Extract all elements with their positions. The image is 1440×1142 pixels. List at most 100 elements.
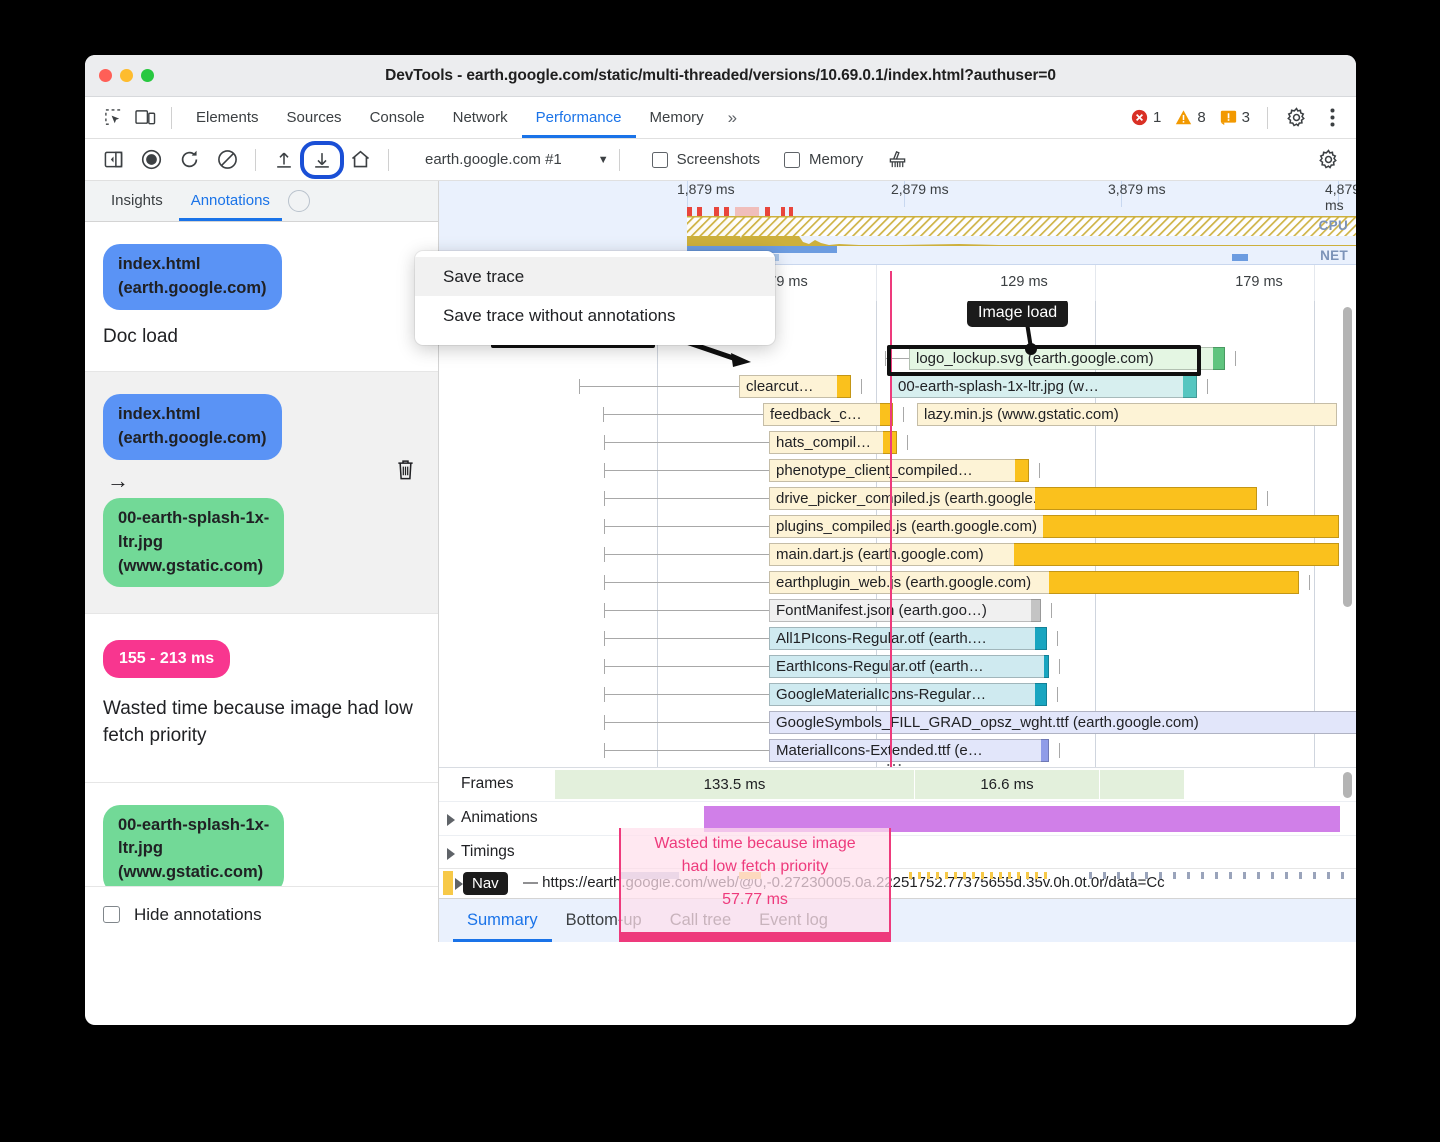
save-trace-menu[interactable]: Save trace Save trace without annotation… xyxy=(415,251,775,345)
network-request-bar[interactable]: MaterialIcons-Extended.ttf (e… xyxy=(769,739,1049,762)
tab-call-tree[interactable]: Call tree xyxy=(669,911,732,929)
hide-annotations-checkbox[interactable]: Hide annotations xyxy=(85,886,438,942)
annotation-item[interactable]: 155 - 213 ms Wasted time because image h… xyxy=(85,614,438,783)
tab-event-log[interactable]: Event log xyxy=(759,911,828,929)
request-wait-tick xyxy=(604,547,605,562)
track-row-timings[interactable]: Timings xyxy=(439,836,1356,870)
frame-segment[interactable]: 133.5 ms xyxy=(555,770,915,799)
network-request-bar[interactable]: logo_lockup.svg (earth.google.com) xyxy=(909,347,1225,370)
network-request-row[interactable]: feedback_c… xyxy=(439,403,1356,426)
network-request-bar[interactable]: phenotype_client_compiled… xyxy=(769,459,1029,482)
clear-button[interactable] xyxy=(209,145,245,175)
settings-gear-icon[interactable] xyxy=(1280,104,1312,132)
track-row-frames[interactable]: Frames 133.5 ms 16.6 ms xyxy=(439,768,1356,802)
annotation-entry-chip[interactable]: 00-earth-splash-1x- ltr.jpg (www.gstatic… xyxy=(103,804,285,886)
frame-segment[interactable]: 16.6 ms xyxy=(915,770,1100,799)
toggle-sidebar-icon[interactable] xyxy=(95,145,131,175)
error-counter[interactable]: 1 xyxy=(1126,109,1166,126)
tab-summary[interactable]: Summary xyxy=(453,899,552,942)
network-request-row[interactable]: logo_lockup.svg (earth.google.com) xyxy=(439,347,1356,370)
tab-insights[interactable]: Insights xyxy=(111,192,163,209)
close-window-button[interactable] xyxy=(99,69,112,82)
collect-garbage-icon[interactable] xyxy=(879,145,915,175)
network-request-bar[interactable]: GoogleMaterialIcons-Regular… xyxy=(769,683,1047,706)
annotation-item[interactable]: index.html (earth.google.com) → 00-earth… xyxy=(85,371,438,615)
annotation-item[interactable]: 00-earth-splash-1x- ltr.jpg (www.gstatic… xyxy=(85,783,438,886)
nav-chip[interactable]: Nav xyxy=(463,872,508,895)
annotation-entry-chip-2[interactable]: 00-earth-splash-1x- ltr.jpg (www.gstatic… xyxy=(103,497,285,588)
tab-performance[interactable]: Performance xyxy=(522,97,636,138)
network-request-bar[interactable]: EarthIcons-Regular.otf (earth… xyxy=(769,655,1049,678)
expand-triangle-icon[interactable] xyxy=(447,814,455,826)
network-flame-chart[interactable]: Network index.ht…logo_lockup.svg (earth.… xyxy=(439,301,1356,767)
memory-checkbox[interactable]: Memory xyxy=(784,151,863,168)
animation-bar[interactable] xyxy=(704,806,1340,832)
maximize-window-button[interactable] xyxy=(141,69,154,82)
annotation-entry-chip[interactable]: index.html (earth.google.com) xyxy=(103,244,282,310)
issue-counter[interactable]: 3 xyxy=(1215,109,1255,126)
tab-memory[interactable]: Memory xyxy=(649,109,704,126)
trace-selector[interactable]: earth.google.com #1 ▼ xyxy=(425,151,609,168)
screenshots-checkbox[interactable]: Screenshots xyxy=(651,151,760,168)
expand-triangle-icon[interactable] xyxy=(447,848,455,860)
request-wait-line xyxy=(604,470,769,471)
network-request-row[interactable]: FontManifest.json (earth.goo…) xyxy=(439,599,1356,622)
tab-network[interactable]: Network xyxy=(452,109,508,126)
network-request-row[interactable]: hats_compil… xyxy=(439,431,1356,454)
annotation-label-image-load[interactable]: Image load xyxy=(967,301,1069,327)
capture-settings-gear-icon[interactable] xyxy=(1310,145,1346,175)
navigation-track[interactable]: Nav — https://earth.google.com/web/@0,-0… xyxy=(439,868,1356,898)
network-request-bar[interactable]: hats_compil… xyxy=(769,431,897,454)
annotation-item[interactable]: index.html (earth.google.com) Doc load xyxy=(85,222,438,372)
more-options-icon[interactable] xyxy=(1316,104,1348,132)
save-trace-icon[interactable] xyxy=(300,140,344,179)
frame-segment[interactable] xyxy=(1100,770,1185,799)
network-request-row[interactable]: clearcut… xyxy=(439,375,1356,398)
network-request-row[interactable]: earthplugin_web.js (earth.google.com) xyxy=(439,571,1356,594)
network-request-bar[interactable]: FontManifest.json (earth.goo…) xyxy=(769,599,1041,622)
network-request-bar[interactable]: All1PIcons-Regular.otf (earth.… xyxy=(769,627,1047,650)
more-tabs-icon[interactable]: » xyxy=(727,107,738,127)
tab-console[interactable]: Console xyxy=(369,109,425,126)
track-row-animations[interactable]: Animations xyxy=(439,802,1356,836)
network-request-row[interactable]: GoogleSymbols_FILL_GRAD_opsz_wght.ttf (e… xyxy=(439,711,1356,734)
device-toolbar-icon[interactable] xyxy=(129,104,161,132)
tab-bottom-up[interactable]: Bottom-up xyxy=(565,911,642,929)
network-request-row[interactable]: GoogleMaterialIcons-Regular… xyxy=(439,683,1356,706)
network-request-row[interactable]: phenotype_client_compiled… xyxy=(439,459,1356,482)
timeline-overview-minimap[interactable]: 1,879 ms 2,879 ms 3,879 ms 4,879 ms 5,8 xyxy=(439,181,1356,265)
annotation-time-range-chip[interactable]: 155 - 213 ms xyxy=(103,640,231,678)
menu-item-save-trace-without-annotations[interactable]: Save trace without annotations xyxy=(443,306,676,325)
network-request-row[interactable]: lazy.min.js (www.gstatic.com) xyxy=(439,403,1356,426)
menu-item-save-trace[interactable]: Save trace xyxy=(415,257,775,296)
network-request-row[interactable]: 00-earth-splash-1x-ltr.jpg (w… xyxy=(439,375,1356,398)
annotation-highlight-box-image[interactable] xyxy=(887,345,1201,376)
network-request-bar[interactable]: lazy.min.js (www.gstatic.com) xyxy=(917,403,1337,426)
network-request-bar[interactable]: GoogleSymbols_FILL_GRAD_opsz_wght.ttf (e… xyxy=(769,711,1356,734)
inspect-element-icon[interactable] xyxy=(97,104,129,132)
network-request-row[interactable]: drive_picker_compiled.js (earth.google.c… xyxy=(439,487,1356,510)
minimize-window-button[interactable] xyxy=(120,69,133,82)
tab-annotations[interactable]: Annotations xyxy=(179,181,282,221)
warning-counter[interactable]: 8 xyxy=(1170,109,1210,126)
delete-annotation-icon[interactable] xyxy=(395,458,416,486)
network-request-row[interactable]: EarthIcons-Regular.otf (earth… xyxy=(439,655,1356,678)
reload-and-record-button[interactable] xyxy=(171,145,207,175)
annotation-entry-chip[interactable]: index.html (earth.google.com) xyxy=(103,393,282,460)
network-request-row[interactable]: MaterialIcons-Extended.ttf (e… xyxy=(439,739,1356,762)
window-controls[interactable] xyxy=(99,69,154,82)
request-end-tick xyxy=(1059,743,1060,758)
tab-sources[interactable]: Sources xyxy=(286,109,342,126)
network-request-row[interactable]: plugins_compiled.js (earth.google.com) xyxy=(439,515,1356,538)
tracks-scrollbar[interactable] xyxy=(1343,772,1352,798)
load-trace-icon[interactable] xyxy=(266,145,302,175)
flame-scrollbar[interactable] xyxy=(1343,307,1352,607)
expand-triangle-icon[interactable] xyxy=(455,878,463,890)
home-icon[interactable] xyxy=(342,145,378,175)
network-request-bar[interactable]: 00-earth-splash-1x-ltr.jpg (w… xyxy=(891,375,1197,398)
network-request-row[interactable]: All1PIcons-Regular.otf (earth.… xyxy=(439,627,1356,650)
tab-elements[interactable]: Elements xyxy=(196,109,259,126)
record-button[interactable] xyxy=(133,145,169,175)
network-request-row[interactable]: main.dart.js (earth.google.com) xyxy=(439,543,1356,566)
network-request-bar[interactable]: feedback_c… xyxy=(763,403,893,426)
